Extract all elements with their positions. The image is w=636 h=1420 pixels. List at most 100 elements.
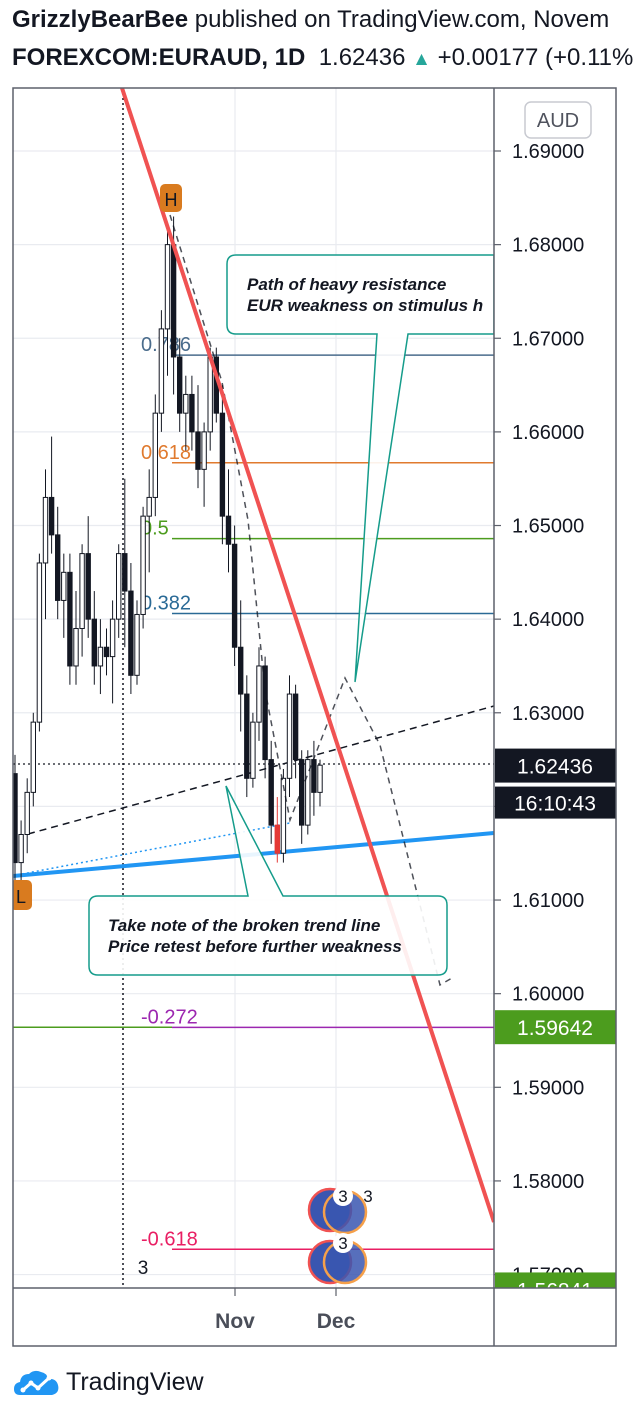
candle-body [13,773,18,864]
candle-body [152,412,159,498]
price-tick-label: 1.61000 [512,890,584,912]
candle-body [201,431,207,470]
resistance-trend-line[interactable] [120,88,494,1223]
candle-body [238,646,244,695]
fib-level-label: 0.618 [141,442,191,464]
price-tick-label: 1.67000 [512,328,584,350]
candlestick-series [13,216,323,896]
low-pivot-label[interactable]: L [10,880,32,910]
candle-body [103,646,110,658]
candle-body [183,393,189,414]
candle-body [42,496,49,564]
time-tick-label: Nov [215,1310,255,1333]
price-tick-label: 1.66000 [512,422,584,444]
published-text: published on TradingView.com, Novem [194,6,610,33]
candle-body [30,721,37,793]
candle-body [55,534,61,601]
candle-body [195,431,201,470]
event-count: 3 [338,1187,347,1206]
candle-body [36,562,43,723]
event-count: 3 [338,1234,347,1253]
candle-body [67,571,73,667]
countdown-badge [495,786,616,819]
author-name[interactable]: GrizzlyBearBee [12,6,189,33]
candle-body [85,553,91,620]
candle-body [305,759,311,826]
candle-body [73,628,79,667]
candle-body [286,693,293,779]
fib-level-label: -0.272 [141,1006,198,1028]
price-tick-label: 1.69000 [512,141,584,163]
dotted-support-line[interactable] [21,822,291,875]
high-pivot-label[interactable]: H [160,184,182,212]
projection-path-line[interactable] [169,214,453,987]
candle-body [97,646,104,667]
broken-trend-line[interactable] [27,705,494,835]
candle-body [317,764,323,793]
price-tick-label: 1.68000 [512,235,584,257]
callout-resistance-line-1: Path of heavy resistance [247,275,446,294]
callout-broken-trend[interactable] [88,785,448,976]
price-axis[interactable]: 1.69000 1.68000 1.67000 1.66000 1.65000 1.640… [494,141,584,1287]
economic-events[interactable]: 3 3 3 3 [138,1186,373,1285]
axis-mask [495,1288,616,1309]
last-price-badge [495,748,616,783]
fib-level-label: 0.5 [141,518,169,540]
price-tick-label: 1.60000 [512,984,584,1006]
price-tick-label: 1.59000 [512,1077,584,1099]
candle-body [225,515,232,545]
currency-button[interactable] [524,101,592,139]
tradingview-logo[interactable]: TradingView [14,1368,204,1397]
fib-level-label: 0.382 [141,593,191,615]
candle-body [250,721,256,779]
up-triangle-icon: ▲ [412,49,431,70]
symbol-name[interactable]: FOREXCOM:EURAUD, 1D [12,44,306,71]
price-tick-label: 1.65000 [512,516,584,538]
candle-body [164,244,171,330]
candle-body [207,356,213,433]
cloud-logo-icon [14,1370,59,1395]
candle-body [158,328,165,414]
high-pivot-text: H [165,190,178,210]
fib-retracement[interactable]: 0.786 0.618 0.5 0.382 -0.272 -0.618 [13,334,494,1289]
callout-resistance[interactable] [226,254,494,683]
candle-body [109,618,116,658]
price-chart[interactable]: 0.786 0.618 0.5 0.382 -0.272 -0.618 Path of h… [0,0,636,1360]
candle-body [262,665,268,761]
callout-resistance-line-2: EUR weakness on stimulus h [247,296,483,315]
time-axis[interactable]: Nov Dec [215,1288,356,1333]
fib-level-label: -0.618 [141,1228,198,1250]
candle-body [18,833,24,864]
candle-body [244,693,250,779]
price-tick-label: 1.58000 [512,1171,584,1193]
candle-body [146,496,152,517]
last-price-text: 1.62436 [318,44,406,71]
candle-body [231,543,238,648]
time-tick-label: Dec [317,1310,356,1333]
candle-body [116,553,122,620]
event-count-badge [333,1186,353,1206]
event-count: 3 [138,1258,149,1279]
price-marker-label: 1.59642 [517,1017,593,1040]
event-count: 3 [363,1187,372,1206]
candle-body [48,496,55,536]
price-tick-label: 1.63000 [512,703,584,725]
candle-body [311,759,317,793]
candle-body [122,553,128,592]
currency-label: AUD [537,110,579,132]
candle-body [177,356,183,414]
chart-frame [12,87,617,1347]
candle-body [140,515,146,615]
candle-body [256,665,262,723]
callout-broken-trend-line-1: Take note of the broken trend line [108,916,380,935]
bar-countdown-label: 16:10:43 [514,793,596,816]
price-change-text: +0.00177 (+0.11% [437,44,634,71]
candle-body [189,393,195,433]
low-pivot-text: L [16,887,26,907]
price-marker-badge [495,1010,616,1045]
event-count-badge [333,1233,353,1253]
candle-body [134,613,140,676]
publish-header: GrizzlyBearBee published on TradingView.… [12,6,609,34]
candle-body [61,571,67,601]
